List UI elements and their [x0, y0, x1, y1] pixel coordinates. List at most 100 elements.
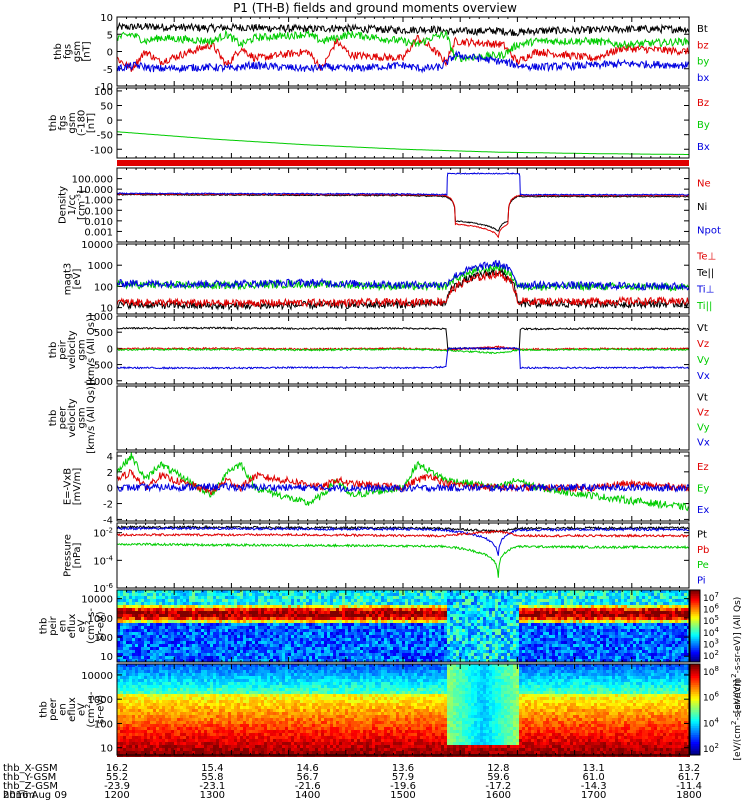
legend-ni: Ni — [697, 202, 707, 213]
series-vy-line — [117, 347, 689, 355]
y-tick-label: 10000 — [81, 240, 113, 251]
x-axis-value: -11.4 — [676, 781, 702, 792]
ylabel-line: sr-eV) — [96, 695, 107, 724]
panel-density: Density1/cc[cm-3]100.00010.0001.0000.100… — [58, 167, 721, 243]
ylabel-line: en — [58, 620, 69, 633]
y-tick-label: 0 — [107, 116, 113, 127]
ylabel-line: thb — [39, 618, 50, 635]
legend-ne: Ne — [697, 179, 711, 190]
x-axis-value: 61.7 — [678, 772, 700, 783]
legend-bz: bz — [697, 40, 709, 51]
y-tick-label: 0.100 — [84, 206, 113, 217]
legend-vt: Vt — [697, 393, 708, 404]
legend-te: Te|| — [696, 268, 714, 279]
legend-pe: Pe — [697, 560, 709, 571]
figure-title: P1 (TH-B) fields and ground moments over… — [233, 1, 517, 15]
y-tick-label: 10-6 — [93, 582, 113, 595]
x-axis-row-label: thb_Y-GSM — [3, 772, 56, 783]
legend-ti: Ti⊥ — [696, 284, 714, 295]
x-axis-value: 13.2 — [678, 763, 700, 774]
y-tick-label: 4 — [107, 452, 113, 463]
panel-peer_spec: thbpeerenefluxeV(cm2-s-sr-eV) 10000 1000 10… — [39, 663, 743, 761]
x-axis-value: -21.6 — [295, 781, 321, 792]
legend-vx: Vx — [697, 438, 710, 449]
x-axis-value: 56.7 — [297, 772, 319, 783]
series-by-line — [117, 131, 689, 155]
legend-te: Te⊥ — [696, 251, 716, 262]
x-axis-value: -17.2 — [485, 781, 511, 792]
y-tick-label: 1000 — [88, 614, 113, 625]
series-ne-line — [117, 192, 689, 239]
y-tick-label: 0.010 — [84, 217, 113, 228]
series-pe-line — [117, 542, 689, 578]
colorbar-label: [eV/(cm2-s-sr-eV)] (All Qs) — [730, 597, 743, 714]
ground-red-band — [117, 160, 689, 166]
y-tick-label: 50 — [100, 102, 113, 113]
series-te-line — [117, 270, 689, 309]
ylabel-line: peer — [58, 406, 69, 430]
ylabel-line: Pressure — [62, 534, 73, 577]
ylabel-line: thb — [48, 115, 59, 132]
panel-ylabel: thbpeerenefluxeV(cm2-s-sr-eV) — [39, 691, 107, 727]
ylabel-line: eV — [77, 619, 88, 632]
x-axis-value: -23.1 — [199, 781, 225, 792]
series-npot-line — [117, 172, 689, 197]
panel-efield: E=-VxB[mV/m] 4 2 0 -2 -4 Ez Ey Ex — [62, 451, 709, 526]
legend-vt: Vt — [697, 323, 708, 334]
ylabel-line: eflux — [67, 697, 78, 722]
series-ti-line — [117, 259, 689, 292]
x-axis-value: 14.6 — [297, 763, 319, 774]
y-tick-label: 1000 — [88, 261, 113, 272]
x-axis-value: -23.9 — [104, 781, 130, 792]
ylabel-line: peer — [48, 697, 59, 721]
series-by-line — [117, 29, 689, 63]
ylabel-line: thb — [48, 342, 59, 359]
ylabel-line: velocity — [67, 330, 78, 369]
panel-peir_spec: thbpeirenefluxeV(cm2-s-sr-eV) 10000 1000 10… — [39, 589, 743, 714]
panel-frame — [116, 385, 690, 451]
ylabel-line: peir — [58, 339, 69, 359]
y-tick-label: -5 — [103, 65, 113, 76]
legend-ti: Ti|| — [696, 301, 712, 312]
y-tick-label: -10 — [97, 82, 113, 93]
legend-bx: bx — [697, 73, 709, 84]
x-axis-value: 13.1 — [583, 763, 605, 774]
legend-ey: Ey — [697, 484, 709, 495]
ylabel-line: thb — [39, 701, 50, 718]
x-axis-row-label: hhmm — [3, 790, 35, 800]
panel-ylabel: thbpeirenefluxeV(cm2-s-sr-eV) — [39, 608, 107, 644]
colorbar — [689, 589, 701, 663]
ylabel-line: eV — [77, 703, 88, 716]
x-axis-value: 1300 — [200, 790, 225, 800]
panel-ylabel: magt3[eV] — [62, 263, 83, 296]
legend-vy: Vy — [697, 423, 710, 434]
panel-frame — [116, 87, 690, 159]
series-pi-line — [117, 526, 689, 556]
legend-vz: Vz — [697, 408, 709, 419]
y-tick-label: 1000 — [88, 695, 113, 706]
y-tick-label: 5 — [107, 30, 113, 41]
colorbar-label: [eV/(cm2-s-sr-eV)] — [730, 680, 743, 761]
y-tick-label: -500 — [90, 361, 113, 372]
y-tick-label: 10-2 — [93, 527, 113, 540]
ylabel-line: (cm2-s- — [84, 691, 97, 727]
y-tick-label: 500 — [94, 328, 113, 339]
y-tick-label: 1.000 — [84, 196, 113, 207]
ylabel-line: [nT] — [81, 41, 92, 61]
ylabel-line: gsm — [67, 112, 78, 133]
panel-ylabel: thbfgsgsm(-180[nT] — [48, 110, 97, 137]
y-tick-label: 10000 — [81, 671, 113, 682]
ylabel-line: sr-eV) — [96, 611, 107, 640]
x-axis-value: 15.4 — [201, 763, 223, 774]
series-bt-line — [117, 21, 689, 37]
panel-fgs: thbfgsgsm[nT] 10 5 0 -5 -10 Bt bz by bx — [53, 13, 710, 93]
y-tick-label: 100.000 — [72, 175, 113, 186]
series-ex-line — [117, 482, 689, 493]
x-axis-value: 61.0 — [583, 772, 605, 783]
y-tick-label: 0 — [107, 344, 113, 355]
ylabel-line: [mV/m] — [72, 468, 83, 506]
panel-peir_vel: thbpeirvelocitygsm[km/s (All Qs)]1000 500… — [48, 312, 710, 388]
panel-frame — [116, 522, 690, 589]
x-axis-row-label: thb_Z-GSM — [3, 781, 58, 792]
panel-ylabel: thbpeirvelocitygsm[km/s (All Qs)] — [48, 314, 97, 386]
